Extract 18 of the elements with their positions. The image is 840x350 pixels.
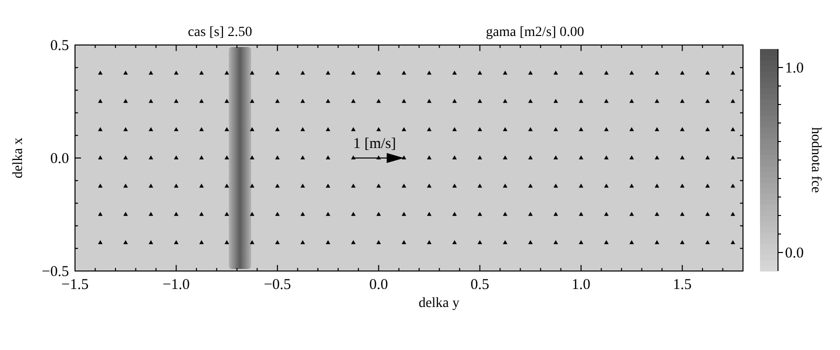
chart-subtitle: gama [m2/s] 0.00 [486, 25, 584, 40]
x-tick-label: −0.5 [264, 277, 292, 293]
x-tick-label: 0.5 [470, 277, 490, 293]
color-bar-title: hodnota fce [808, 127, 823, 193]
x-axis-title: delka y [418, 296, 460, 311]
y-tick-label: −0.5 [42, 264, 69, 280]
y-axis-title: delka x [11, 138, 26, 178]
annotation: 1 [m/s] [353, 136, 396, 152]
x-tick-label: −1.5 [61, 277, 89, 293]
color-bar-label: 0.0 [785, 246, 804, 262]
y-tick-label: 0.0 [50, 151, 69, 167]
color-bar-label: 1.0 [785, 60, 804, 76]
chart-title: cas [s] 2.50 [188, 25, 252, 40]
x-tick-label: −1.0 [162, 277, 190, 293]
y-tick-label: 0.5 [50, 38, 69, 54]
x-tick-label: 0.0 [369, 277, 388, 293]
x-tick-label: 1.0 [572, 277, 590, 293]
x-tick-label: 1.5 [672, 277, 692, 293]
